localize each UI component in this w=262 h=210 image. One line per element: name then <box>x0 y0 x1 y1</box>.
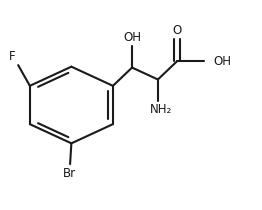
Text: Br: Br <box>63 167 76 180</box>
Text: O: O <box>172 24 182 37</box>
Text: OH: OH <box>123 31 141 44</box>
Text: NH₂: NH₂ <box>150 104 172 117</box>
Text: F: F <box>8 50 15 63</box>
Text: OH: OH <box>214 55 232 68</box>
